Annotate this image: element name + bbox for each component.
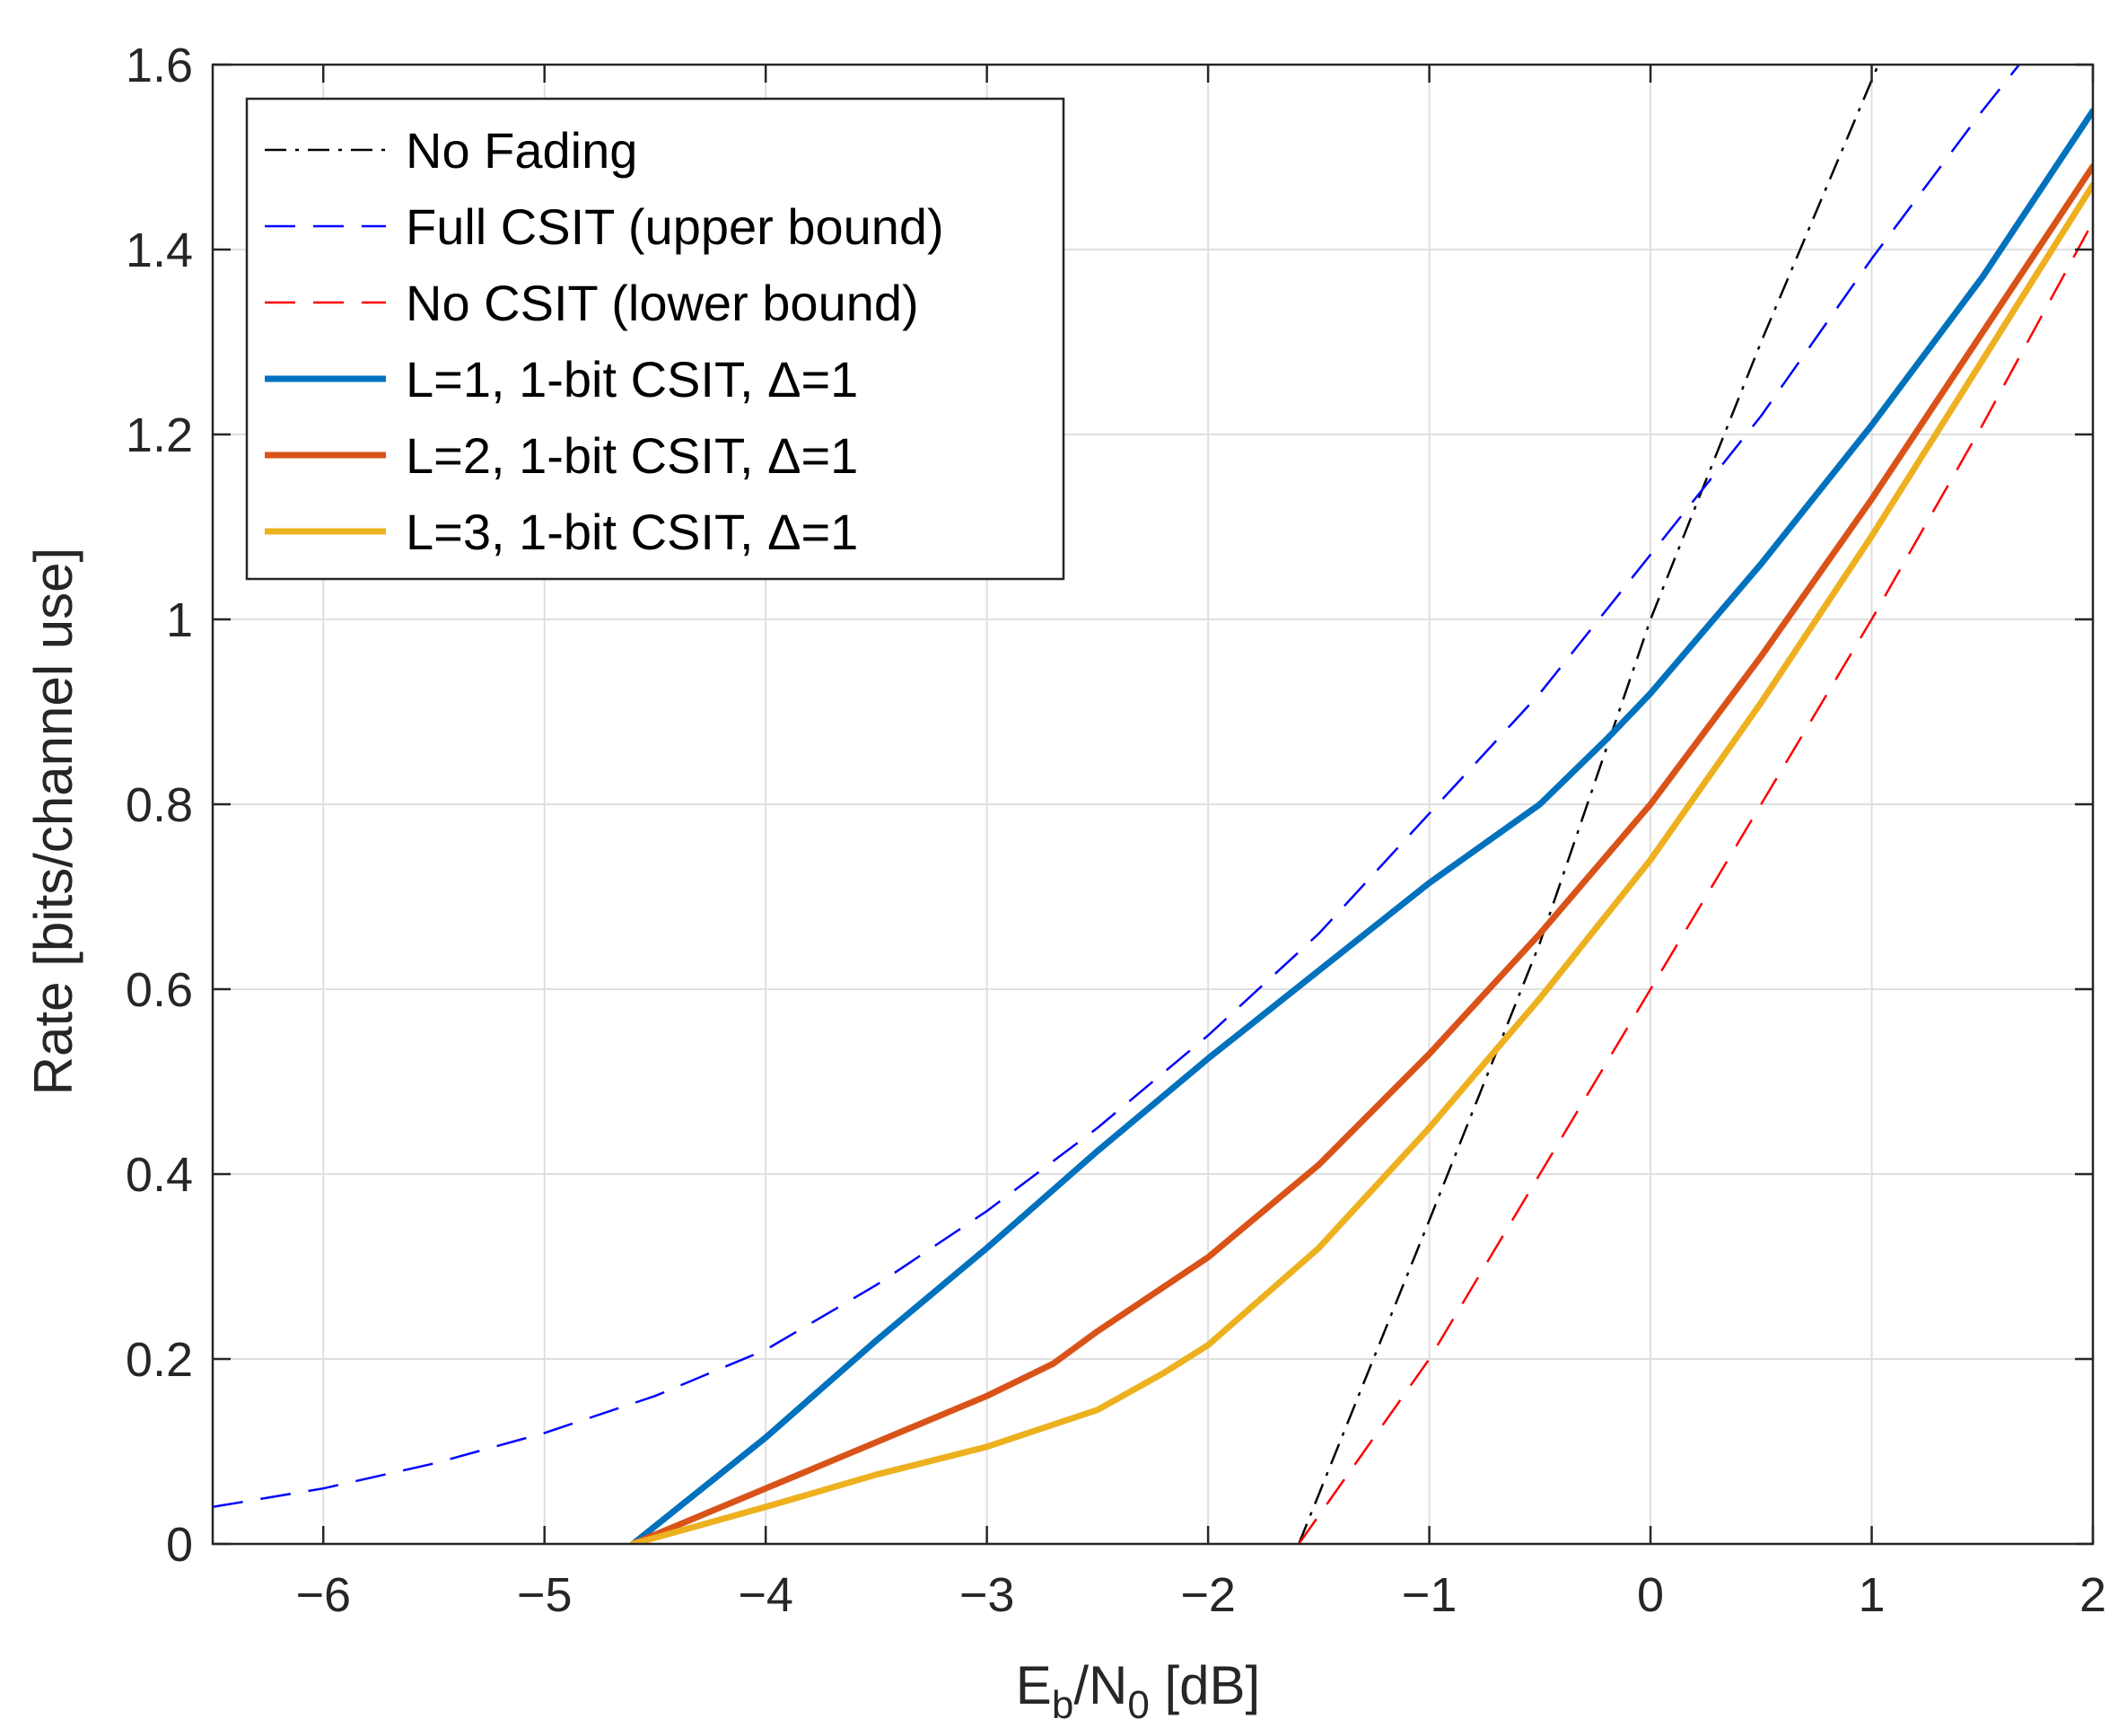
legend-label-1: No Fading <box>406 122 637 179</box>
x-tick-label: −6 <box>295 1568 351 1622</box>
legend-box <box>245 97 1065 581</box>
x-tick-labels: −6 −5 −4 −3 −2 −1 0 1 2 <box>295 1568 2106 1622</box>
ticks <box>213 63 2095 1546</box>
series-line-4 <box>629 108 2093 1544</box>
x-label-sub1: b <box>1052 1683 1073 1727</box>
legend-label-2: Full CSIT (upper bound) <box>406 198 944 255</box>
y-tick-label: 0.2 <box>126 1333 193 1387</box>
x-label-mid: /N <box>1073 1655 1127 1715</box>
x-label-sub2: 0 <box>1127 1683 1149 1727</box>
x-tick-label: −1 <box>1402 1568 1457 1622</box>
y-tick-label: 1.4 <box>126 224 193 277</box>
x-label-tail: [dB] <box>1150 1655 1260 1715</box>
y-tick-label: 1 <box>166 593 193 647</box>
x-tick-label: 0 <box>1637 1568 1664 1622</box>
series-line-3 <box>1298 221 2093 1544</box>
series-group <box>213 65 2093 1544</box>
x-tick-label: −5 <box>517 1568 573 1622</box>
y-tick-labels: 0 0.2 0.4 0.6 0.8 1 1.2 1.4 1.6 <box>126 39 193 1572</box>
x-axis-label: Eb/N0 [dB] <box>1016 1655 1260 1727</box>
y-tick-label: 0.8 <box>126 778 193 832</box>
x-tick-label: 1 <box>1859 1568 1886 1622</box>
y-tick-label: 1.2 <box>126 408 193 462</box>
legend-label-3: No CSIT (lower bound) <box>406 275 919 331</box>
y-tick-label: 0.6 <box>126 963 193 1017</box>
legend-entries: No Fading Full CSIT (upper bound) No CSIT … <box>265 122 944 560</box>
x-tick-label: −2 <box>1180 1568 1236 1622</box>
series-line-6 <box>629 181 2093 1544</box>
y-tick-label: 1.6 <box>126 39 193 92</box>
y-axis-label: Rate [bits/channel use] <box>23 548 83 1095</box>
series-line-5 <box>629 162 2093 1544</box>
legend: No Fading Full CSIT (upper bound) No CSIT … <box>245 97 1065 581</box>
series-line-1 <box>1298 65 1880 1544</box>
y-tick-label: 0 <box>166 1518 193 1572</box>
y-tick-label: 0.4 <box>126 1148 193 1202</box>
x-tick-label: 2 <box>2079 1568 2106 1622</box>
legend-label-4: L=1, 1-bit CSIT, Δ=1 <box>406 351 858 408</box>
x-tick-label: −3 <box>959 1568 1015 1622</box>
series-line-2 <box>213 65 2021 1509</box>
x-tick-label: −4 <box>738 1568 793 1622</box>
legend-label-5: L=2, 1-bit CSIT, Δ=1 <box>406 427 858 484</box>
legend-label-6: L=3, 1-bit CSIT, Δ=1 <box>406 504 858 560</box>
x-label-main: E <box>1016 1655 1052 1715</box>
